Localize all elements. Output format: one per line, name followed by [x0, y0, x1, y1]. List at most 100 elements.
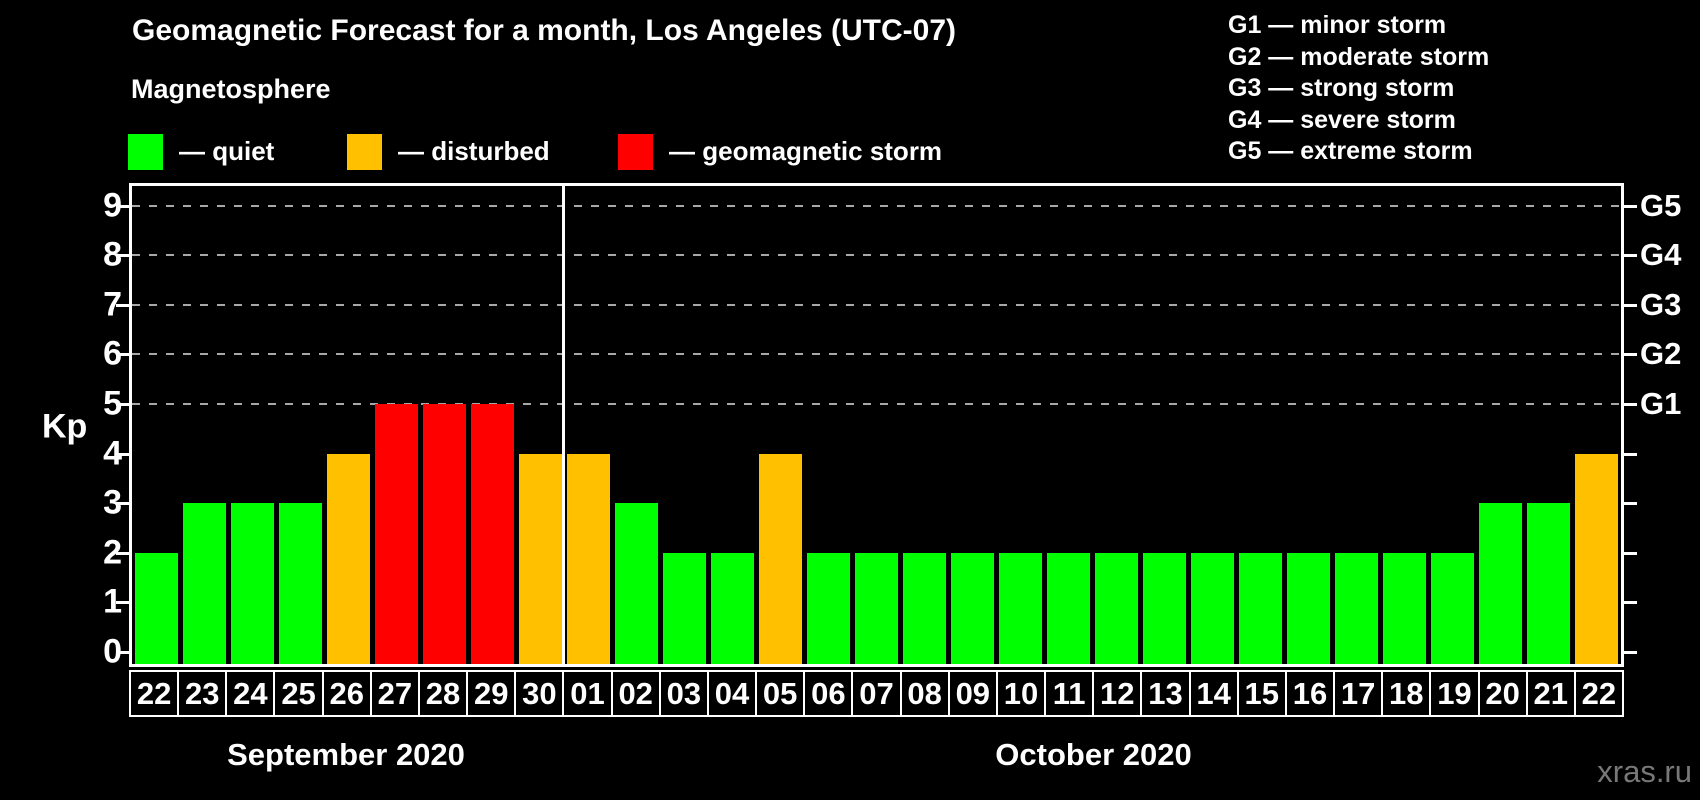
day-label-october-01: 01	[564, 672, 611, 715]
kp-bar-october-21	[1527, 503, 1571, 664]
kp-bar-september-30	[518, 453, 562, 664]
bar-slot	[180, 186, 228, 664]
day-label-september-30: 30	[516, 672, 563, 715]
day-label-october-19: 19	[1431, 672, 1478, 715]
bar-slot	[132, 186, 180, 664]
bar-slot	[1573, 186, 1621, 664]
kp-bar-october-08	[903, 552, 947, 664]
g-legend-line-g5: G5 — extreme storm	[1228, 137, 1473, 165]
y-axis-label-4: 4	[103, 434, 122, 473]
right-tick-kp-3	[1624, 502, 1637, 506]
bar-slot	[1141, 186, 1189, 664]
kp-bar-october-17	[1335, 552, 1379, 664]
bar-slot	[901, 186, 949, 664]
bar-slot	[1525, 186, 1573, 664]
kp-bar-october-22	[1575, 453, 1619, 664]
right-axis-label-g5: G5	[1640, 187, 1682, 223]
page-title: Geomagnetic Forecast for a month, Los An…	[132, 14, 957, 47]
day-label-october-02: 02	[612, 672, 659, 715]
kp-bar-september-22	[134, 552, 178, 664]
day-label-october-20: 20	[1479, 672, 1526, 715]
bar-slot	[372, 186, 420, 664]
bar-slot	[997, 186, 1045, 664]
y-axis-label-9: 9	[103, 186, 122, 225]
y-axis-label-7: 7	[103, 285, 122, 324]
kp-bar-september-27	[374, 404, 418, 664]
kp-bar-october-13	[1143, 552, 1187, 664]
quiet-color-swatch	[128, 133, 163, 170]
gridline-kp-8	[132, 254, 1621, 257]
day-label-september-23: 23	[179, 672, 226, 715]
kp-bar-september-23	[182, 503, 226, 664]
kp-bar-october-06	[806, 552, 850, 664]
bars-container	[132, 186, 1621, 664]
chart-plot-area	[116, 183, 1637, 667]
day-label-september-26: 26	[323, 672, 370, 715]
day-label-september-22: 22	[131, 672, 178, 715]
kp-bar-september-26	[326, 453, 370, 664]
bar-slot	[468, 186, 516, 664]
x-axis-day-labels: 22 23 24 25 26 27 28 29 30 01 02 03 04 05 06 07 08 09 10 11…	[129, 670, 1624, 717]
day-label-october-03: 03	[660, 672, 707, 715]
bar-slot	[276, 186, 324, 664]
left-tick-kp-0	[116, 651, 129, 654]
day-label-october-07: 07	[853, 672, 900, 715]
y-axis-label-3: 3	[103, 483, 122, 522]
day-label-october-09: 09	[949, 672, 996, 715]
kp-bar-october-11	[1047, 552, 1091, 664]
right-axis-label-g4: G4	[1640, 237, 1682, 273]
bar-slot	[516, 186, 564, 664]
kp-bar-october-07	[854, 552, 898, 664]
kp-bar-october-05	[758, 453, 802, 664]
day-label-september-27: 27	[371, 672, 418, 715]
kp-bar-october-14	[1191, 552, 1235, 664]
day-label-october-12: 12	[1094, 672, 1141, 715]
bar-slot	[852, 186, 900, 664]
right-tick-kp-8	[1624, 254, 1637, 258]
right-tick-kp-0	[1624, 651, 1637, 654]
kp-bar-october-16	[1287, 552, 1331, 664]
bar-slot	[1429, 186, 1477, 664]
gridline-kp-9	[132, 204, 1621, 207]
left-tick-kp-1	[116, 601, 129, 605]
day-label-september-25: 25	[275, 672, 322, 715]
kp-bar-october-19	[1431, 552, 1475, 664]
chart-subtitle: Magnetosphere	[131, 74, 331, 104]
y-axis-title-kp: Kp	[42, 407, 88, 446]
bar-slot	[420, 186, 468, 664]
y-axis-label-8: 8	[103, 235, 122, 274]
day-label-october-18: 18	[1383, 672, 1430, 715]
kp-bar-october-15	[1239, 552, 1283, 664]
kp-bar-october-04	[710, 552, 754, 664]
kp-bar-october-18	[1383, 552, 1427, 664]
left-tick-kp-7	[116, 303, 129, 307]
right-axis-label-g1: G1	[1640, 386, 1682, 421]
right-tick-kp-4	[1624, 452, 1637, 456]
kp-bar-september-29	[470, 404, 514, 664]
g-legend-line-g4: G4 — severe storm	[1228, 105, 1456, 134]
bar-slot	[804, 186, 852, 664]
kp-bar-october-20	[1479, 503, 1523, 664]
day-label-september-24: 24	[227, 672, 274, 715]
day-label-october-05: 05	[757, 672, 804, 715]
day-label-october-10: 10	[997, 672, 1045, 715]
right-tick-kp-2	[1624, 551, 1637, 555]
day-label-october-21: 21	[1527, 672, 1574, 715]
g-legend-line-g2: G2 — moderate storm	[1228, 42, 1490, 71]
day-label-september-29: 29	[468, 672, 515, 715]
legend-label-quiet: — quiet	[179, 136, 275, 166]
left-tick-kp-8	[116, 254, 129, 258]
y-axis-label-2: 2	[103, 533, 122, 572]
watermark: xras.ru	[1597, 754, 1692, 789]
legend-item-quiet: — quiet	[128, 133, 274, 170]
g-legend-line-g1: G1 — minor storm	[1228, 11, 1447, 39]
g-legend-line-g3: G3 — strong storm	[1228, 74, 1455, 102]
day-label-october-15: 15	[1238, 672, 1285, 715]
kp-bar-october-09	[951, 552, 995, 664]
bar-slot	[1477, 186, 1525, 664]
day-label-october-13: 13	[1142, 672, 1189, 715]
kp-bar-september-28	[422, 404, 466, 664]
left-tick-kp-3	[116, 502, 129, 506]
g-scale-legend: G1 — minor storm G2 — moderate storm G3 …	[1228, 10, 1489, 168]
left-tick-kp-9	[116, 204, 129, 208]
